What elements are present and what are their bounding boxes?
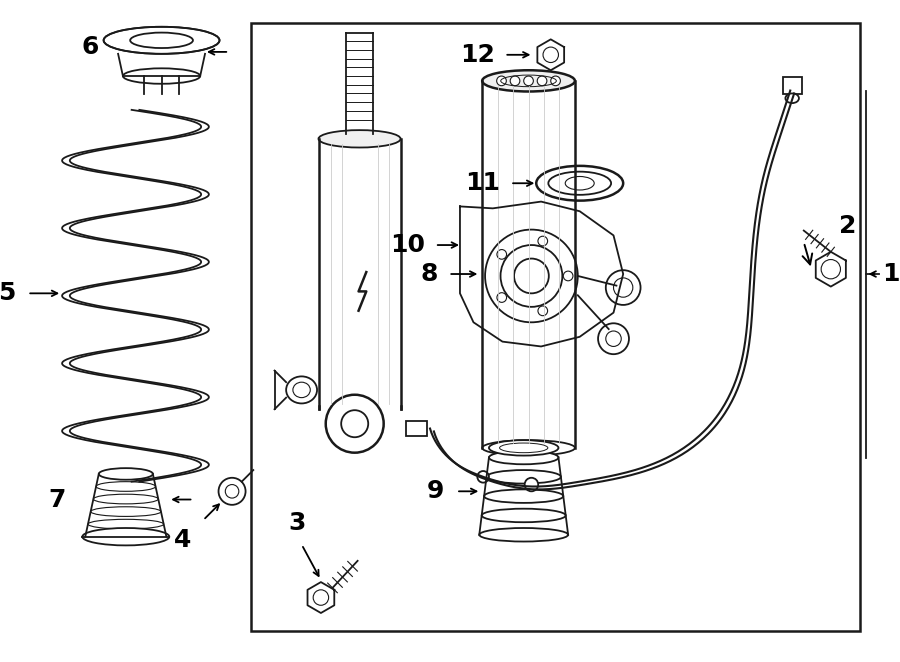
- Circle shape: [551, 76, 561, 85]
- Ellipse shape: [320, 160, 399, 171]
- Ellipse shape: [86, 532, 166, 542]
- Text: 5: 5: [0, 281, 15, 305]
- Ellipse shape: [482, 508, 566, 522]
- Text: 7: 7: [49, 487, 66, 512]
- Bar: [406, 421, 428, 436]
- Bar: [482, 81, 575, 448]
- Circle shape: [497, 293, 507, 303]
- Circle shape: [524, 76, 534, 85]
- Bar: [321, 139, 399, 166]
- Ellipse shape: [786, 93, 799, 103]
- Circle shape: [497, 250, 507, 260]
- Text: 2: 2: [839, 214, 856, 238]
- Text: 8: 8: [420, 262, 437, 286]
- Text: 1: 1: [882, 262, 899, 286]
- Circle shape: [563, 271, 573, 281]
- Circle shape: [326, 395, 383, 453]
- Ellipse shape: [482, 70, 575, 91]
- Ellipse shape: [83, 528, 169, 545]
- Ellipse shape: [123, 68, 200, 84]
- Ellipse shape: [480, 528, 568, 542]
- Circle shape: [538, 306, 547, 316]
- Ellipse shape: [286, 377, 317, 403]
- Bar: [319, 139, 401, 409]
- Bar: [251, 23, 860, 632]
- Text: 9: 9: [428, 479, 445, 503]
- Circle shape: [606, 270, 641, 305]
- Text: 6: 6: [81, 35, 99, 59]
- Circle shape: [537, 76, 547, 85]
- Text: 12: 12: [460, 43, 495, 67]
- Circle shape: [477, 471, 489, 483]
- Text: 11: 11: [465, 171, 500, 195]
- Circle shape: [485, 230, 578, 322]
- Text: 4: 4: [174, 528, 192, 552]
- Ellipse shape: [99, 469, 153, 479]
- Circle shape: [219, 478, 246, 505]
- Ellipse shape: [91, 507, 161, 516]
- Ellipse shape: [489, 451, 559, 464]
- Text: 10: 10: [391, 233, 425, 257]
- Circle shape: [510, 76, 520, 85]
- Ellipse shape: [536, 166, 623, 201]
- Ellipse shape: [88, 519, 164, 529]
- Circle shape: [497, 76, 507, 85]
- Ellipse shape: [487, 470, 561, 483]
- Circle shape: [525, 478, 538, 491]
- Ellipse shape: [482, 440, 575, 455]
- Ellipse shape: [99, 468, 153, 480]
- Ellipse shape: [484, 489, 563, 503]
- Bar: [782, 77, 802, 95]
- Circle shape: [598, 323, 629, 354]
- Ellipse shape: [319, 130, 400, 148]
- Ellipse shape: [94, 495, 158, 504]
- Text: 3: 3: [288, 511, 305, 535]
- Ellipse shape: [489, 440, 559, 455]
- Ellipse shape: [104, 26, 220, 54]
- Ellipse shape: [96, 482, 156, 491]
- Circle shape: [538, 236, 547, 246]
